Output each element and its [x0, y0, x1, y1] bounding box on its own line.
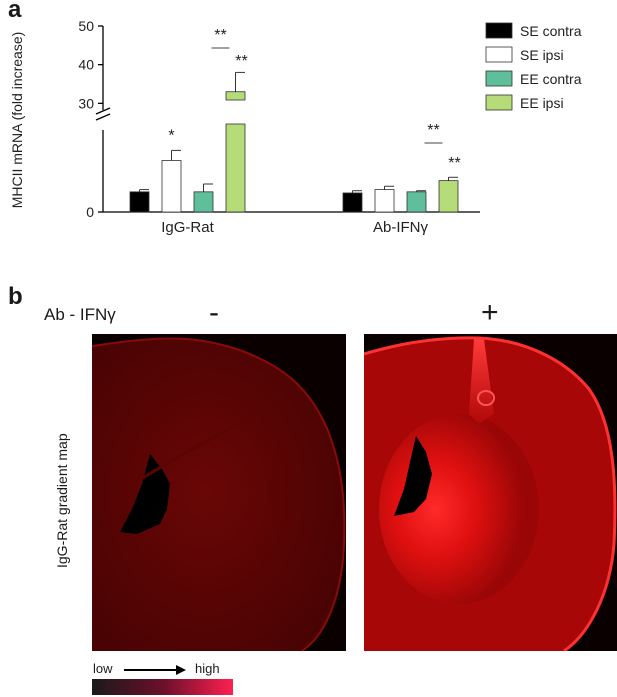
y-tick-label: 50	[78, 18, 94, 34]
legend-label: SE contra	[520, 23, 582, 39]
brain-image-treated	[364, 334, 617, 651]
bar	[225, 91, 246, 101]
legend-label: SE ipsi	[520, 47, 564, 63]
x-tick-label: Ab-IFNγ	[373, 219, 429, 236]
panel-b-letter: b	[8, 283, 23, 310]
panel-a-letter: a	[8, 0, 22, 23]
bar-chart: 0 30 40 50 MHCII mRNA (fold increase) IgG-Rat…	[9, 18, 582, 236]
bar	[193, 191, 214, 213]
legend-label: EE ipsi	[520, 95, 564, 111]
color-scale-bar	[92, 679, 233, 695]
legend-swatch	[485, 46, 513, 63]
bar	[342, 192, 363, 213]
axis-break-mark	[95, 113, 111, 121]
y-tick-label: 0	[86, 204, 94, 220]
scale-low-label: low	[93, 661, 113, 676]
legend-swatch	[485, 94, 513, 111]
bar	[406, 191, 427, 213]
y-tick-label: 30	[78, 95, 94, 111]
minus-sign: -	[209, 296, 219, 329]
brain-image-control	[92, 334, 346, 651]
gradient-map-label: IgG-Rat gradient map	[54, 433, 70, 568]
scale-arrow-icon	[124, 665, 186, 675]
legend-swatch	[485, 22, 513, 39]
plus-sign: +	[481, 296, 499, 329]
bar	[374, 189, 395, 213]
significance-marker: **	[448, 155, 460, 172]
significance-marker: **	[427, 122, 439, 139]
legend-label: EE contra	[520, 71, 582, 87]
significance-marker: **	[214, 27, 226, 44]
axis-break-mark	[95, 107, 111, 115]
significance-marker: *	[168, 127, 174, 144]
y-tick-label: 40	[78, 57, 94, 73]
bar	[225, 123, 246, 213]
bar	[129, 191, 150, 213]
y-axis-label: MHCII mRNA (fold increase)	[9, 32, 25, 209]
condition-label: Ab - IFNγ	[44, 305, 116, 324]
scale-high-label: high	[195, 661, 220, 676]
bar	[438, 180, 459, 213]
legend-swatch	[485, 70, 513, 87]
x-tick-label: IgG-Rat	[161, 219, 214, 236]
significance-marker: **	[235, 53, 247, 70]
bar	[161, 160, 182, 213]
